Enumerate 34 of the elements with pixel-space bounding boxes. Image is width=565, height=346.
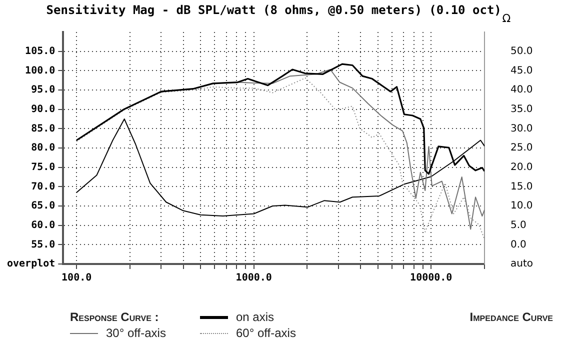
- y-tick-label: 55.0: [31, 239, 56, 250]
- x-tick-label: 1000.0: [236, 272, 272, 284]
- y2-tick-label: 50.0: [510, 46, 533, 57]
- y2-axis-title: Ω: [502, 12, 511, 25]
- y-tick-label: 60.0: [31, 220, 56, 231]
- legend-label: on axis: [236, 310, 274, 324]
- legend-label: 60° off-axis: [236, 326, 296, 340]
- y2-tick-label: 5.0: [510, 220, 526, 231]
- text: Impedance Curve: [470, 310, 553, 324]
- y-tick-label: 100.0: [25, 65, 56, 76]
- y-tick-label: 70.0: [31, 181, 56, 192]
- chart-title: Sensitivity Mag - dB SPL/watt (8 ohms, @0.50 meters) (0.10 oct): [46, 3, 502, 18]
- x-tick-label: 10000.0: [410, 272, 452, 284]
- y-tick-label: 90.0: [31, 104, 56, 115]
- y-tick-label: 75.0: [31, 162, 56, 173]
- y2-tick-label: auto: [510, 258, 534, 270]
- y2-tick-label: 0.0: [510, 239, 526, 250]
- y-tick-label: 105.0: [25, 46, 56, 57]
- x-tick-label: 100.0: [62, 272, 92, 284]
- y-tick-label: 80.0: [31, 142, 56, 154]
- y2-tick-label: 30.0: [510, 123, 533, 134]
- y2-tick-label: 45.0: [510, 65, 533, 76]
- y2-tick-label: 10.0: [510, 200, 533, 212]
- y-tick-label: 65.0: [31, 200, 56, 212]
- y-tick-label: overplot: [6, 258, 56, 270]
- y-tick-label: 95.0: [31, 84, 56, 96]
- y2-tick-label: 35.0: [510, 104, 533, 115]
- y-tick-label: 85.0: [31, 123, 56, 134]
- legend-title: Response Curve :: [70, 310, 159, 324]
- y2-tick-label: 20.0: [510, 162, 533, 173]
- y2-tick-label: 40.0: [510, 84, 533, 96]
- y2-tick-label: 15.0: [510, 181, 533, 192]
- legend-label: 30° off-axis: [106, 326, 166, 340]
- y2-tick-label: 25.0: [510, 142, 533, 154]
